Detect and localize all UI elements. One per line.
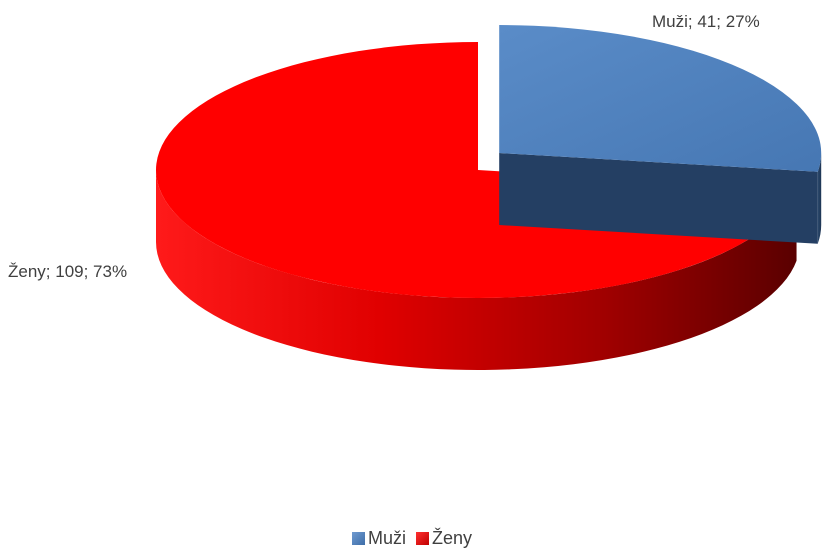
slice-muzi-top xyxy=(499,25,822,172)
data-label-muzi: Muži; 41; 27% xyxy=(652,12,760,31)
legend-item-muzi: Muži xyxy=(351,528,406,549)
data-label-zeny: Ženy; 109; 73% xyxy=(8,262,128,281)
slice-muzi-side xyxy=(817,153,822,244)
slice-zeny xyxy=(155,42,797,371)
legend: Muži Ženy xyxy=(0,528,824,549)
slice-muzi xyxy=(499,25,822,244)
legend-label-zeny: Ženy xyxy=(431,528,473,548)
slice-zeny-top xyxy=(155,42,797,298)
legend-swatch-muzi xyxy=(351,532,365,545)
slice-muzi-cut-face xyxy=(499,153,818,244)
legend-item-zeny: Ženy xyxy=(415,528,473,549)
slice-zeny-side xyxy=(156,170,797,371)
legend-swatch-zeny xyxy=(415,532,429,545)
legend-label-muzi: Muži xyxy=(367,528,406,548)
